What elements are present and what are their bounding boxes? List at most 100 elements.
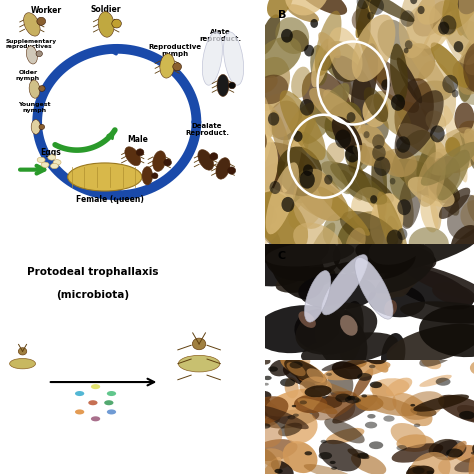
Ellipse shape: [283, 142, 299, 163]
Ellipse shape: [277, 146, 322, 196]
Ellipse shape: [265, 409, 319, 428]
Ellipse shape: [361, 394, 367, 397]
Ellipse shape: [173, 63, 182, 71]
Ellipse shape: [294, 309, 353, 353]
Ellipse shape: [467, 195, 474, 227]
Ellipse shape: [345, 146, 360, 163]
Ellipse shape: [353, 145, 392, 169]
Ellipse shape: [310, 19, 318, 28]
Ellipse shape: [24, 13, 40, 36]
Ellipse shape: [472, 443, 474, 457]
Ellipse shape: [356, 0, 389, 38]
Ellipse shape: [402, 264, 474, 303]
Ellipse shape: [304, 464, 356, 474]
Ellipse shape: [297, 391, 315, 406]
Ellipse shape: [233, 183, 301, 216]
Ellipse shape: [396, 101, 432, 131]
Ellipse shape: [319, 440, 361, 472]
Ellipse shape: [410, 0, 417, 4]
Ellipse shape: [136, 149, 144, 156]
Ellipse shape: [31, 119, 40, 134]
Ellipse shape: [367, 414, 375, 419]
Ellipse shape: [304, 45, 314, 56]
Ellipse shape: [284, 377, 299, 398]
Ellipse shape: [240, 103, 278, 145]
Ellipse shape: [369, 0, 384, 15]
Ellipse shape: [256, 405, 309, 429]
Ellipse shape: [442, 0, 474, 65]
Ellipse shape: [268, 232, 325, 299]
Ellipse shape: [426, 127, 474, 175]
Ellipse shape: [253, 228, 329, 268]
Ellipse shape: [258, 457, 282, 474]
Ellipse shape: [430, 42, 469, 88]
Ellipse shape: [346, 228, 366, 260]
Ellipse shape: [290, 132, 302, 168]
Ellipse shape: [457, 61, 474, 105]
Text: Dealate
Reproduct.: Dealate Reproduct.: [185, 123, 229, 136]
Ellipse shape: [364, 350, 387, 364]
Ellipse shape: [152, 173, 158, 179]
Ellipse shape: [293, 223, 343, 262]
Ellipse shape: [75, 410, 84, 414]
Ellipse shape: [450, 0, 474, 43]
Ellipse shape: [307, 368, 326, 383]
Ellipse shape: [470, 144, 474, 171]
Ellipse shape: [390, 178, 395, 184]
Ellipse shape: [259, 14, 280, 55]
Ellipse shape: [315, 306, 367, 373]
Text: B: B: [278, 10, 286, 20]
Ellipse shape: [357, 373, 372, 381]
Ellipse shape: [372, 145, 386, 161]
Ellipse shape: [465, 47, 474, 75]
Ellipse shape: [261, 423, 271, 428]
Ellipse shape: [265, 241, 355, 266]
Ellipse shape: [287, 4, 319, 22]
Ellipse shape: [91, 416, 100, 421]
Ellipse shape: [290, 361, 302, 369]
Ellipse shape: [254, 305, 342, 353]
Ellipse shape: [417, 0, 450, 25]
Ellipse shape: [354, 125, 385, 166]
Ellipse shape: [330, 163, 394, 203]
Ellipse shape: [442, 75, 458, 93]
Ellipse shape: [458, 0, 474, 14]
Ellipse shape: [255, 74, 288, 104]
Ellipse shape: [439, 227, 474, 277]
Ellipse shape: [314, 396, 342, 409]
Ellipse shape: [323, 213, 353, 249]
Ellipse shape: [283, 364, 328, 388]
Ellipse shape: [369, 365, 375, 368]
Ellipse shape: [364, 131, 370, 138]
Ellipse shape: [420, 195, 438, 232]
Ellipse shape: [324, 41, 361, 82]
Ellipse shape: [363, 94, 389, 127]
Ellipse shape: [198, 150, 214, 170]
Ellipse shape: [353, 398, 361, 402]
Ellipse shape: [405, 40, 412, 49]
Ellipse shape: [355, 0, 414, 22]
Text: Supplementary
reproductives: Supplementary reproductives: [5, 38, 56, 49]
Ellipse shape: [356, 0, 371, 46]
Ellipse shape: [50, 164, 58, 169]
Ellipse shape: [160, 54, 174, 78]
Ellipse shape: [401, 391, 444, 420]
Ellipse shape: [299, 311, 316, 328]
Ellipse shape: [396, 137, 410, 153]
Ellipse shape: [9, 358, 36, 369]
Ellipse shape: [335, 393, 351, 402]
Ellipse shape: [391, 423, 426, 448]
Ellipse shape: [347, 396, 355, 401]
Ellipse shape: [304, 271, 331, 322]
Ellipse shape: [446, 448, 463, 457]
Ellipse shape: [228, 82, 236, 89]
Ellipse shape: [305, 385, 331, 397]
Ellipse shape: [345, 142, 370, 171]
Ellipse shape: [324, 175, 333, 184]
Ellipse shape: [324, 273, 358, 309]
Ellipse shape: [427, 471, 433, 474]
Ellipse shape: [447, 131, 474, 155]
Ellipse shape: [333, 232, 416, 280]
Ellipse shape: [405, 39, 449, 95]
Ellipse shape: [243, 194, 285, 247]
